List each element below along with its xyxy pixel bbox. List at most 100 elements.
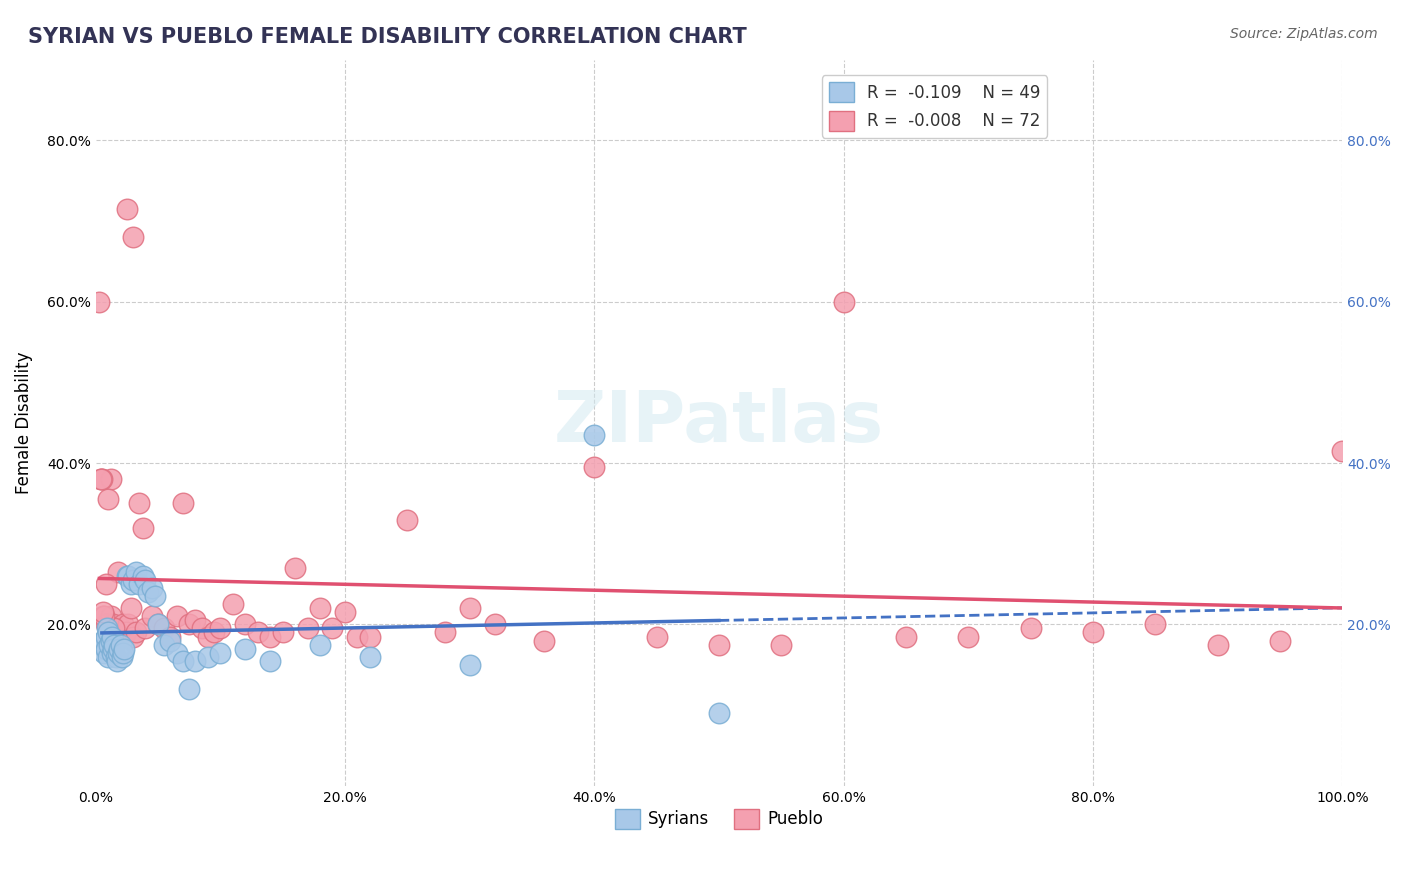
Text: ZIPatlas: ZIPatlas bbox=[554, 388, 884, 458]
Point bbox=[100, 472, 122, 486]
Point bbox=[124, 625, 146, 640]
Point bbox=[112, 617, 135, 632]
Point bbox=[458, 657, 481, 672]
Point bbox=[153, 638, 176, 652]
Text: Source: ZipAtlas.com: Source: ZipAtlas.com bbox=[1230, 27, 1378, 41]
Point bbox=[96, 622, 118, 636]
Point bbox=[90, 472, 112, 486]
Point bbox=[128, 577, 150, 591]
Point bbox=[98, 638, 121, 652]
Point bbox=[957, 630, 980, 644]
Point bbox=[103, 622, 125, 636]
Point bbox=[93, 646, 115, 660]
Point bbox=[112, 641, 135, 656]
Point bbox=[100, 609, 122, 624]
Point bbox=[104, 649, 127, 664]
Point bbox=[105, 654, 128, 668]
Point bbox=[271, 625, 294, 640]
Point bbox=[97, 625, 120, 640]
Point bbox=[309, 601, 332, 615]
Point bbox=[153, 622, 176, 636]
Point bbox=[91, 605, 114, 619]
Text: SYRIAN VS PUEBLO FEMALE DISABILITY CORRELATION CHART: SYRIAN VS PUEBLO FEMALE DISABILITY CORRE… bbox=[28, 27, 747, 46]
Point bbox=[458, 601, 481, 615]
Point bbox=[1331, 444, 1354, 458]
Point bbox=[190, 622, 212, 636]
Point bbox=[233, 641, 256, 656]
Point bbox=[93, 609, 115, 624]
Point bbox=[346, 630, 368, 644]
Point bbox=[91, 633, 114, 648]
Point bbox=[110, 638, 132, 652]
Point bbox=[97, 622, 120, 636]
Point bbox=[159, 633, 181, 648]
Point bbox=[134, 573, 156, 587]
Point bbox=[122, 230, 145, 244]
Point bbox=[359, 630, 381, 644]
Point bbox=[1019, 622, 1042, 636]
Point bbox=[707, 706, 730, 721]
Point bbox=[484, 617, 506, 632]
Point bbox=[645, 630, 668, 644]
Legend: Syrians, Pueblo: Syrians, Pueblo bbox=[607, 802, 830, 836]
Point bbox=[297, 622, 319, 636]
Point bbox=[94, 630, 117, 644]
Point bbox=[117, 569, 139, 583]
Point bbox=[209, 646, 232, 660]
Point bbox=[832, 294, 855, 309]
Point bbox=[1268, 633, 1291, 648]
Point bbox=[533, 633, 555, 648]
Point bbox=[197, 630, 219, 644]
Point bbox=[120, 577, 142, 591]
Point bbox=[246, 625, 269, 640]
Point bbox=[94, 577, 117, 591]
Point bbox=[122, 630, 145, 644]
Y-axis label: Female Disability: Female Disability bbox=[15, 351, 32, 494]
Point bbox=[94, 641, 117, 656]
Point bbox=[101, 641, 124, 656]
Point bbox=[107, 630, 129, 644]
Point bbox=[114, 625, 136, 640]
Point bbox=[1144, 617, 1167, 632]
Point bbox=[101, 646, 124, 660]
Point bbox=[101, 617, 124, 632]
Point bbox=[233, 617, 256, 632]
Point bbox=[770, 638, 793, 652]
Point bbox=[90, 472, 112, 486]
Point bbox=[309, 638, 332, 652]
Point bbox=[202, 625, 225, 640]
Point bbox=[172, 654, 194, 668]
Point bbox=[91, 609, 114, 624]
Point bbox=[146, 617, 169, 632]
Point bbox=[197, 649, 219, 664]
Point bbox=[396, 512, 419, 526]
Point bbox=[1206, 638, 1229, 652]
Point bbox=[132, 520, 155, 534]
Point bbox=[184, 613, 207, 627]
Point bbox=[159, 630, 181, 644]
Point bbox=[128, 496, 150, 510]
Point bbox=[141, 609, 163, 624]
Point bbox=[146, 617, 169, 632]
Point bbox=[112, 646, 135, 660]
Point bbox=[583, 460, 606, 475]
Point bbox=[132, 569, 155, 583]
Point bbox=[894, 630, 917, 644]
Point bbox=[94, 617, 117, 632]
Point bbox=[134, 622, 156, 636]
Point bbox=[222, 597, 245, 611]
Point bbox=[145, 589, 167, 603]
Point bbox=[111, 649, 134, 664]
Point bbox=[107, 646, 129, 660]
Point bbox=[115, 202, 138, 216]
Point bbox=[359, 649, 381, 664]
Point bbox=[100, 633, 122, 648]
Point bbox=[284, 561, 307, 575]
Point bbox=[333, 605, 356, 619]
Point bbox=[179, 617, 201, 632]
Point bbox=[141, 581, 163, 595]
Point bbox=[89, 294, 111, 309]
Point bbox=[259, 654, 281, 668]
Point bbox=[209, 622, 232, 636]
Point bbox=[433, 625, 456, 640]
